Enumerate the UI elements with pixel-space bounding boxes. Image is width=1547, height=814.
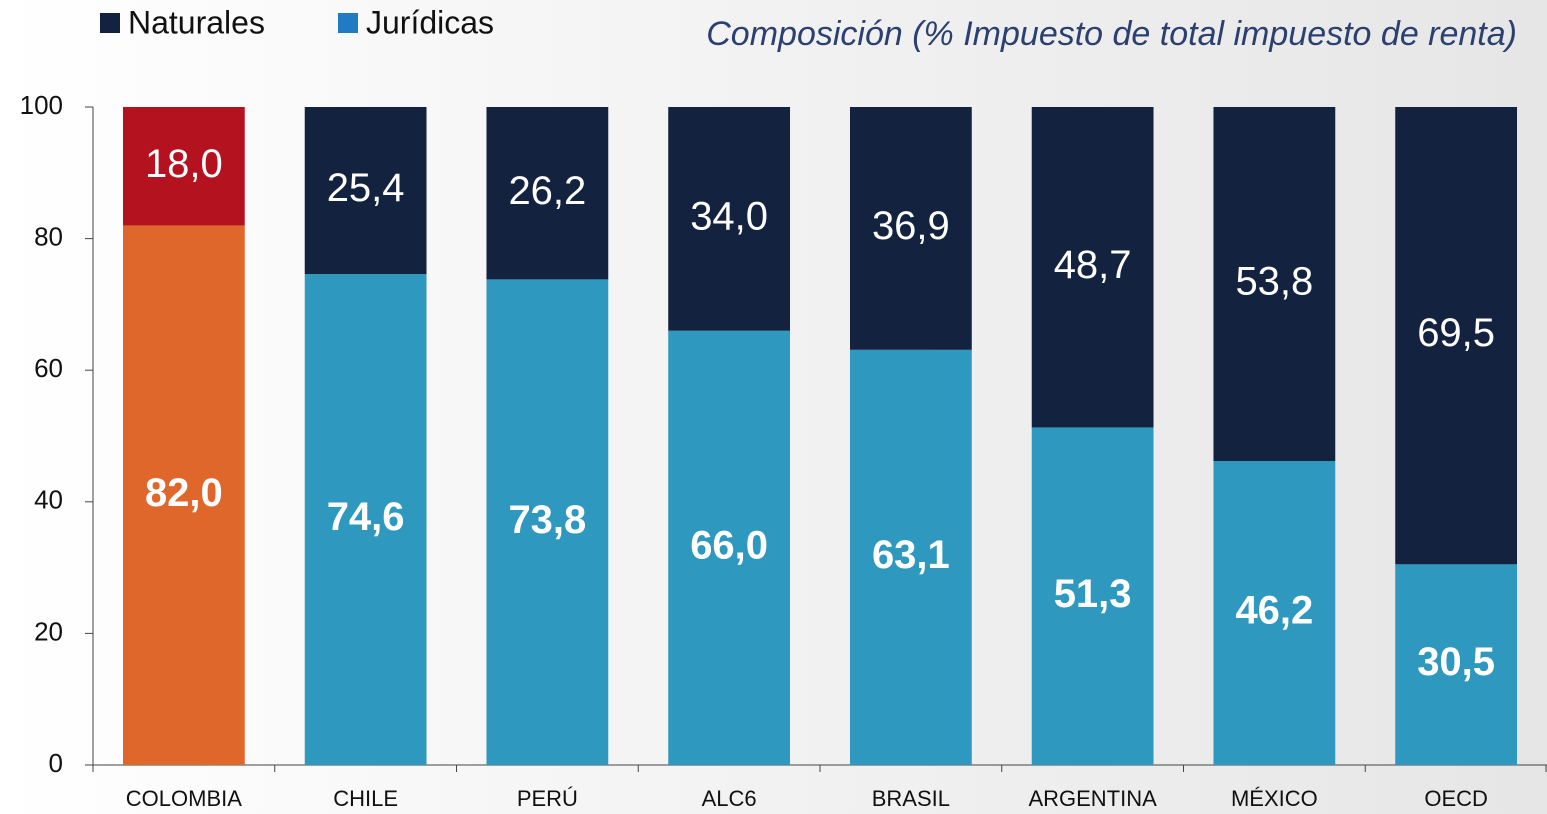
value-label: 63,1 (872, 533, 950, 577)
x-tick-label: OECD (1424, 786, 1488, 811)
value-label: 82,0 (145, 471, 223, 515)
y-tick-label: 0 (49, 748, 63, 778)
y-tick-label: 40 (34, 485, 63, 515)
x-tick-label: BRASIL (872, 786, 950, 811)
value-label: 18,0 (145, 142, 223, 186)
x-tick-label: PERÚ (517, 786, 578, 811)
x-tick-label: ARGENTINA (1028, 786, 1157, 811)
legend-swatch (100, 13, 120, 33)
y-tick-label: 20 (34, 616, 63, 646)
legend-swatch (338, 13, 358, 33)
value-label: 34,0 (690, 194, 768, 238)
value-label: 36,9 (872, 204, 950, 248)
x-tick-label: ALC6 (702, 786, 757, 811)
y-tick-label: 60 (34, 353, 63, 383)
chart: Composición (% Impuesto de total impuest… (0, 0, 1547, 814)
legend-label: Jurídicas (366, 4, 494, 40)
value-label: 69,5 (1417, 311, 1495, 355)
value-label: 25,4 (327, 166, 405, 210)
y-tick-label: 100 (20, 90, 63, 120)
value-label: 53,8 (1235, 260, 1313, 304)
x-tick-label: CHILE (333, 786, 398, 811)
value-label: 73,8 (508, 498, 586, 542)
y-tick-label: 80 (34, 221, 63, 251)
value-label: 51,3 (1054, 572, 1132, 616)
x-tick-label: COLOMBIA (126, 786, 242, 811)
value-label: 66,0 (690, 523, 768, 567)
chart-title: Composición (% Impuesto de total impuest… (706, 15, 1517, 53)
legend-label: Naturales (128, 4, 265, 40)
page: Composición (% Impuesto de total impuest… (0, 0, 1547, 814)
value-label: 48,7 (1054, 243, 1132, 287)
x-tick-label: MÉXICO (1231, 786, 1318, 811)
value-label: 26,2 (508, 169, 586, 213)
value-label: 30,5 (1417, 640, 1495, 684)
value-label: 74,6 (327, 495, 405, 539)
value-label: 46,2 (1235, 589, 1313, 633)
